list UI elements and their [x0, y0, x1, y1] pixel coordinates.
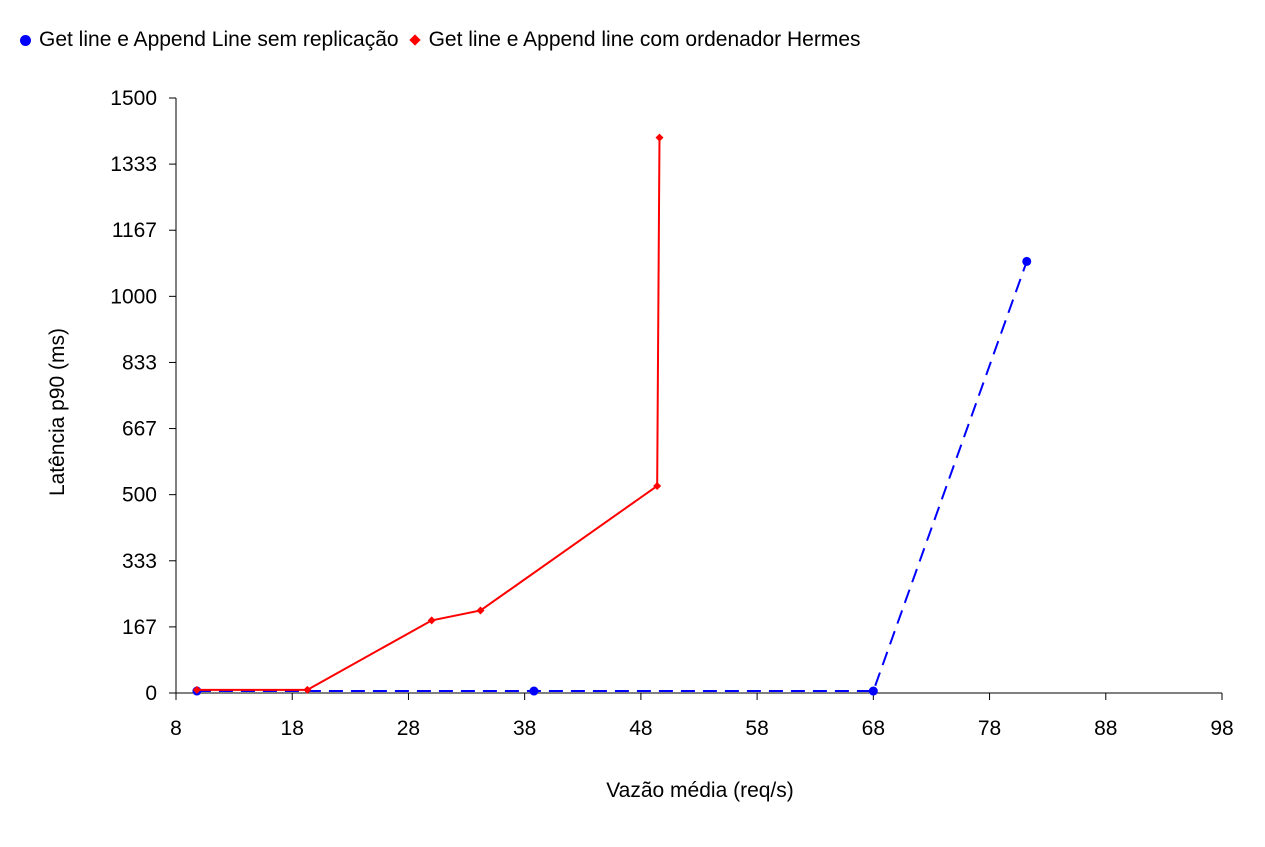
- x-tick-label: 98: [1210, 717, 1233, 740]
- x-tick-label: 38: [513, 717, 536, 740]
- y-tick-label: 167: [122, 616, 157, 639]
- legend-label-series-2: Get line e Append line com ordenador Her…: [428, 28, 861, 51]
- series-2-point: [653, 481, 662, 490]
- legend-label-series-1: Get line e Append Line sem replicação: [39, 28, 399, 51]
- x-tick-label: 88: [1094, 717, 1117, 740]
- legend-marker-diamond-icon: [408, 34, 421, 46]
- series-2-line: [196, 137, 661, 691]
- x-tick-label: 68: [862, 717, 885, 740]
- y-tick-label: 1167: [112, 219, 157, 242]
- legend: Get line e Append Line sem replicação Ge…: [20, 28, 871, 52]
- x-tick-label: 28: [397, 717, 420, 740]
- series-1-point: [529, 686, 539, 696]
- legend-item-series-1: Get line e Append Line sem replicação: [20, 28, 399, 52]
- series-1-point: [1022, 256, 1032, 266]
- y-tick-label: 500: [122, 484, 157, 507]
- series-2-point: [655, 133, 664, 142]
- series-1-line: [196, 261, 1028, 693]
- y-axis-title: Latência p90 (ms): [46, 327, 69, 497]
- series-1-point: [868, 686, 878, 696]
- x-tick-label: 78: [978, 717, 1001, 740]
- legend-marker-circle-icon: [20, 34, 31, 46]
- legend-item-series-2: Get line e Append line com ordenador Her…: [408, 28, 861, 52]
- axes: 0 167 333 500 667 833 1000 1167 1333 1500 8 18 28 38 4…: [110, 87, 1233, 740]
- y-tick-label: 333: [122, 550, 157, 573]
- y-tick-label: 1333: [110, 153, 157, 176]
- series-2-point: [192, 685, 201, 694]
- x-tick-label: 58: [745, 717, 768, 740]
- x-tick-label: 8: [170, 717, 182, 740]
- series-layer: [192, 133, 1032, 696]
- series-2-point: [476, 606, 485, 615]
- series-2-point: [303, 685, 312, 694]
- y-tick-label: 833: [122, 351, 157, 374]
- y-tick-label: 0: [145, 682, 157, 705]
- x-axis-title: Vazão média (req/s): [606, 779, 794, 802]
- y-tick-label: 1500: [110, 87, 157, 110]
- x-tick-label: 48: [629, 717, 652, 740]
- series-2-point: [427, 616, 436, 625]
- y-tick-label: 1000: [110, 285, 157, 308]
- x-tick-label: 18: [281, 717, 304, 740]
- y-tick-label: 667: [122, 418, 157, 441]
